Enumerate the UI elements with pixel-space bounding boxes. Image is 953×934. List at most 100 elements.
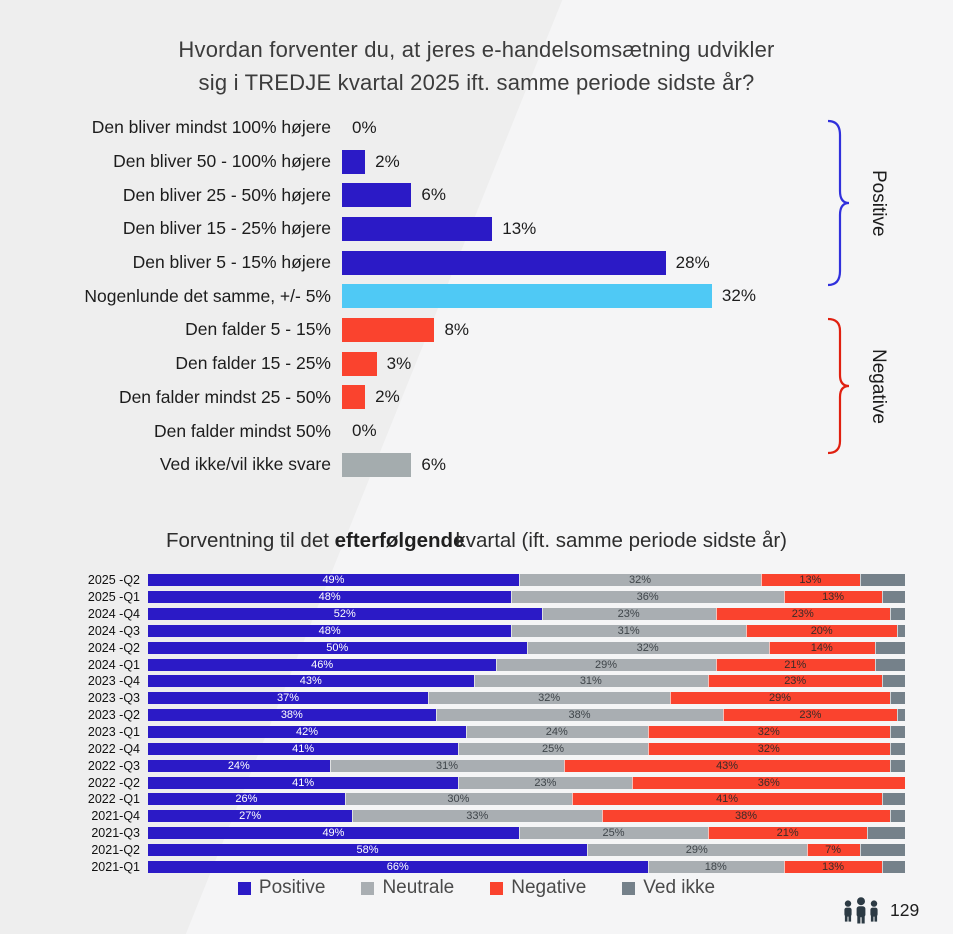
value-label: 8%	[444, 320, 469, 340]
top-chart-row: Ved ikke/vil ikke svare6%	[14, 448, 756, 482]
top-chart-row: Den bliver 50 - 100% højere 2%	[14, 145, 756, 179]
legend-swatch	[622, 882, 635, 895]
segment-positive: 42%	[148, 726, 466, 738]
positive-bracket-label: Positive	[860, 119, 896, 287]
category-label: Den bliver 5 - 15% højere	[14, 252, 342, 273]
top-chart-row: Den bliver 15 - 25% højere13%	[14, 212, 756, 246]
bar-area: 6%	[342, 453, 446, 477]
value-label: 13%	[502, 219, 536, 239]
legend-swatch	[361, 882, 374, 895]
stacked-bar: 42%24%32%	[148, 726, 905, 738]
segment-positive: 24%	[148, 760, 330, 772]
top-chart-row: Den falder mindst 25 - 50%2%	[14, 381, 756, 415]
segment-neutrale: 32%	[428, 692, 670, 704]
page-title-line1: Hvordan forventer du, at jeres e-handels…	[178, 37, 774, 62]
segment-negative: 29%	[670, 692, 890, 704]
legend-label: Positive	[259, 877, 326, 899]
segment-negative: 32%	[648, 743, 890, 755]
page-title: Hvordan forventer du, at jeres e-handels…	[0, 33, 953, 99]
category-label: Den falder mindst 50%	[14, 421, 342, 442]
segment-negative: 21%	[708, 827, 867, 839]
quarter-label: 2025 -Q1	[26, 590, 148, 604]
segment-negative: 43%	[564, 760, 890, 772]
stacked-bar: 24%31%43%	[148, 760, 905, 772]
bar	[342, 318, 434, 342]
segment-neutrale: 25%	[519, 827, 708, 839]
segment-neutrale: 31%	[511, 625, 746, 637]
category-label: Ved ikke/vil ikke svare	[14, 454, 342, 475]
people-group-icon	[840, 896, 882, 924]
category-label: Den bliver 50 - 100% højere	[14, 151, 342, 172]
segment-ved-ikke	[882, 675, 905, 687]
legend-item: Positive	[238, 877, 326, 899]
bar-area: 8%	[342, 318, 469, 342]
stacked-bar: 27%33%38%	[148, 810, 905, 822]
quarter-label: 2023 -Q4	[26, 674, 148, 688]
segment-neutrale: 38%	[436, 709, 724, 721]
legend-label: Negative	[511, 877, 586, 899]
segment-ved-ikke	[897, 625, 905, 637]
segment-neutrale: 18%	[648, 861, 784, 873]
category-label: Den falder 15 - 25%	[14, 353, 342, 374]
top-chart-row: Nogenlunde det samme, +/- 5%32%	[14, 279, 756, 313]
segment-ved-ikke	[897, 709, 905, 721]
report-page: Hvordan forventer du, at jeres e-handels…	[0, 0, 953, 934]
quarter-label: 2025 -Q2	[26, 573, 148, 587]
stacked-row: 2024 -Q250%32%14%	[26, 639, 905, 656]
segment-neutrale: 31%	[330, 760, 565, 772]
page-title-line2: sig i TREDJE kvartal 2025 ift. samme per…	[199, 70, 755, 95]
negative-bracket-label: Negative	[860, 317, 896, 455]
bar	[342, 352, 377, 376]
stacked-bar: 43%31%23%	[148, 675, 905, 687]
segment-ved-ikke	[875, 642, 905, 654]
stacked-title-suffix: kvartal (ift. samme periode sidste år)	[455, 529, 787, 552]
value-label: 28%	[676, 253, 710, 273]
segment-positive: 38%	[148, 709, 436, 721]
segment-positive: 41%	[148, 743, 458, 755]
category-label: Den falder mindst 25 - 50%	[14, 387, 342, 408]
segment-negative: 38%	[602, 810, 890, 822]
segment-negative: 23%	[723, 709, 897, 721]
segment-negative: 20%	[746, 625, 897, 637]
stacked-row: 2023 -Q238%38%23%	[26, 707, 905, 724]
bar-area: 13%	[342, 217, 536, 241]
stacked-row: 2025 -Q249%32%13%	[26, 572, 905, 589]
value-label: 2%	[375, 152, 400, 172]
legend-item: Negative	[490, 877, 586, 899]
segment-negative: 21%	[716, 659, 875, 671]
stacked-row: 2022 -Q324%31%43%	[26, 757, 905, 774]
stacked-row: 2021-Q349%25%21%	[26, 825, 905, 842]
bar	[342, 251, 666, 275]
segment-negative: 32%	[648, 726, 890, 738]
segment-positive: 46%	[148, 659, 496, 671]
segment-negative: 36%	[632, 777, 905, 789]
legend-label: Ved ikke	[643, 877, 715, 899]
segment-ved-ikke	[875, 659, 905, 671]
segment-ved-ikke	[860, 844, 905, 856]
stacked-row: 2025 -Q148%36%13%	[26, 589, 905, 606]
top-bar-chart: Den bliver mindst 100% højere0%Den blive…	[14, 111, 756, 482]
bar-area: 2%	[342, 385, 400, 409]
segment-negative: 13%	[761, 574, 859, 586]
segment-ved-ikke	[882, 591, 905, 603]
segment-negative: 13%	[784, 861, 882, 873]
stacked-bar: 52%23%23%	[148, 608, 905, 620]
segment-neutrale: 33%	[352, 810, 602, 822]
segment-positive: 43%	[148, 675, 474, 687]
segment-ved-ikke	[890, 726, 905, 738]
category-label: Den falder 5 - 15%	[14, 319, 342, 340]
segment-neutrale: 23%	[458, 777, 632, 789]
bar	[342, 385, 365, 409]
top-chart-row: Den bliver 5 - 15% højere 28%	[14, 246, 756, 280]
stacked-bar: 48%36%13%	[148, 591, 905, 603]
bar-area: 0%	[342, 116, 377, 140]
legend-swatch	[490, 882, 503, 895]
segment-neutrale: 32%	[519, 574, 761, 586]
quarter-label: 2021-Q2	[26, 843, 148, 857]
stacked-bar: 50%32%14%	[148, 642, 905, 654]
category-label: Den bliver 25 - 50% højere	[14, 185, 342, 206]
segment-negative: 23%	[708, 675, 882, 687]
stacked-row: 2023 -Q443%31%23%	[26, 673, 905, 690]
segment-ved-ikke	[882, 861, 905, 873]
segment-negative: 13%	[784, 591, 882, 603]
